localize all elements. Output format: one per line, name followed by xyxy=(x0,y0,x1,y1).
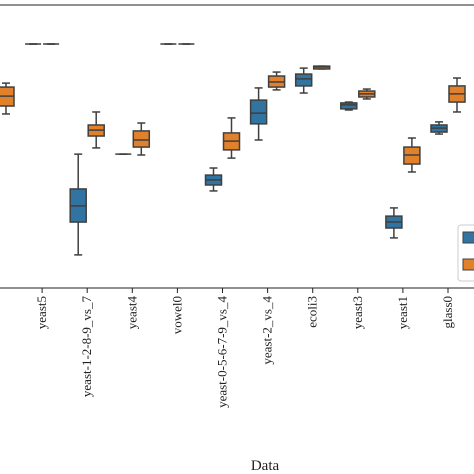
x-tick-label: ecoli3 xyxy=(305,296,320,328)
x-tick-label: vowel0 xyxy=(169,296,184,334)
legend-swatch xyxy=(462,258,474,271)
x-axis-label: Data xyxy=(251,458,280,474)
box xyxy=(340,102,358,110)
x-tick-label: yeast-2_vs_4 xyxy=(260,296,275,365)
box xyxy=(132,130,151,148)
x-tick-label: glass0 xyxy=(440,296,455,329)
x-tick-label: yeast1 xyxy=(395,296,410,329)
box xyxy=(249,99,268,125)
x-tick-label: yeast-1-2-8-9_vs_7 xyxy=(79,296,94,398)
x-tick-label: yeast5 xyxy=(34,296,49,329)
x-tick-label: yeast4 xyxy=(124,296,139,330)
legend-swatch xyxy=(462,231,474,244)
box xyxy=(294,73,313,87)
x-tick-label: yeast-0-5-6-7-9_vs_4 xyxy=(215,296,230,408)
x-tick-label: yeast3 xyxy=(350,296,365,329)
